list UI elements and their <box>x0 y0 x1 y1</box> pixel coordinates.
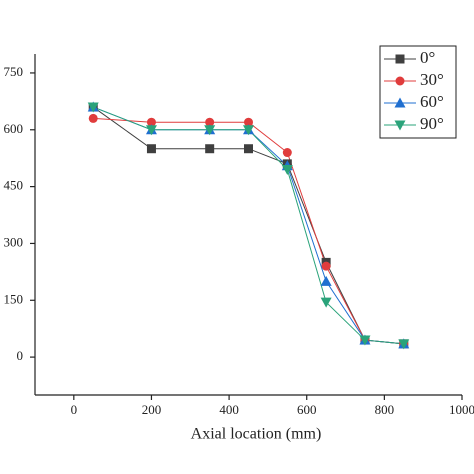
marker-triangle <box>145 125 157 136</box>
x-axis-title: Axial location (mm) <box>191 426 322 443</box>
marker-triangle <box>281 165 293 176</box>
legend-label: 30° <box>420 70 444 89</box>
marker-square <box>146 144 156 154</box>
marker-triangle <box>204 125 216 136</box>
y-tick-label: 600 <box>4 121 24 136</box>
marker-circle <box>88 113 98 123</box>
marker-circle <box>146 117 156 127</box>
marker-triangle <box>320 275 332 286</box>
marker-triangle <box>394 120 406 131</box>
x-tick-label: 600 <box>297 402 317 417</box>
legend-label: 90° <box>420 114 444 133</box>
y-tick-label: 750 <box>4 64 24 79</box>
series-line <box>93 117 404 345</box>
series-line <box>93 106 404 345</box>
marker-triangle <box>394 97 406 108</box>
marker-square <box>205 144 215 154</box>
legend-label: 60° <box>420 92 444 111</box>
marker-square <box>244 144 253 154</box>
y-tick-label: 300 <box>4 234 24 249</box>
marker-circle <box>244 117 253 127</box>
marker-circle <box>205 117 215 127</box>
marker-square <box>395 54 405 64</box>
y-tick-label: 0 <box>17 348 24 363</box>
marker-circle <box>395 76 405 86</box>
marker-triangle <box>359 335 371 346</box>
x-tick-label: 1000 <box>449 402 474 417</box>
x-tick-label: 0 <box>71 402 78 417</box>
x-tick-label: 200 <box>142 402 162 417</box>
marker-circle <box>321 261 331 271</box>
legend-box <box>379 45 457 139</box>
x-tick-label: 800 <box>375 402 395 417</box>
marker-triangle <box>87 102 99 113</box>
y-tick-label: 150 <box>4 291 24 306</box>
y-tick-label: 450 <box>4 178 24 193</box>
series-line <box>93 106 404 345</box>
marker-triangle <box>398 339 410 350</box>
legend-label: 0° <box>420 48 435 67</box>
series-line <box>92 106 404 345</box>
marker-triangle <box>320 297 332 308</box>
marker-triangle <box>243 125 254 136</box>
x-tick-label: 400 <box>219 402 239 417</box>
legend: 0° 30° 60° 90° <box>379 45 457 139</box>
marker-circle <box>282 148 292 158</box>
